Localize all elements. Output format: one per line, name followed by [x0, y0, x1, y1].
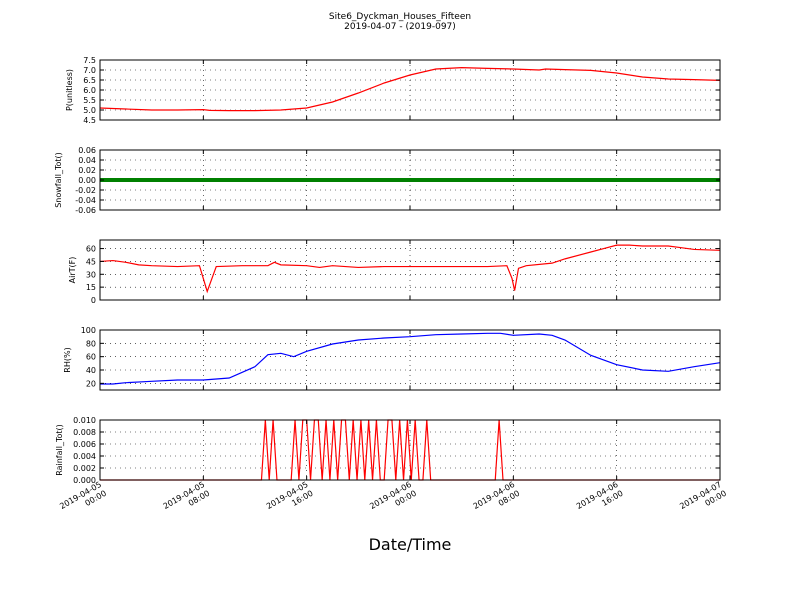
- y-tick-label: 80: [86, 339, 96, 348]
- figure-subtitle: 2019-04-07 - (2019-097): [344, 22, 456, 32]
- y-tick-label: 0.06: [78, 146, 96, 155]
- y-tick-label: 0.010: [73, 416, 96, 425]
- x-tick-label: 2019-04-0608:00: [472, 480, 522, 520]
- y-tick-label: 60: [86, 245, 96, 254]
- y-tick-label: 0.006: [73, 440, 96, 449]
- series-line: [99, 244, 721, 294]
- y-tick-label: 7.0: [83, 66, 96, 75]
- x-tick-label: 2019-04-0508:00: [162, 480, 212, 520]
- y-tick-label: 0: [91, 296, 96, 305]
- y-tick-label: 40: [86, 366, 96, 375]
- y-tick-label: 4.5: [83, 116, 96, 125]
- series-line: [99, 66, 721, 112]
- y-axis-label: AirT(F): [68, 257, 77, 284]
- x-tick-label: 2019-04-0600:00: [368, 480, 418, 520]
- y-tick-label: 0.00: [78, 176, 96, 185]
- y-tick-label: 20: [86, 379, 96, 388]
- y-tick-label: 6.0: [83, 86, 96, 95]
- y-axis-label: Snowfall_Tot(): [54, 152, 63, 208]
- y-tick-label: 0.04: [78, 156, 96, 165]
- y-tick-label: 0.000: [73, 476, 96, 485]
- y-axis-label: P(unitless): [65, 69, 74, 111]
- x-tick-label: 2019-04-0616:00: [575, 480, 625, 520]
- y-tick-label: 60: [86, 353, 96, 362]
- y-tick-label: 15: [86, 283, 96, 292]
- y-tick-label: -0.04: [75, 196, 96, 205]
- y-tick-label: 0.004: [73, 452, 96, 461]
- x-tick-label: 2019-04-0700:00: [678, 480, 728, 520]
- y-tick-label: 6.5: [83, 76, 96, 85]
- y-tick-label: 5.0: [83, 106, 96, 115]
- x-axis-ticks: 2019-04-0500:00 2019-04-0508:00 2019-04-05…: [58, 480, 728, 520]
- y-tick-label: -0.02: [75, 186, 96, 195]
- series-line: [100, 332, 721, 385]
- x-axis-label: Date/Time: [369, 535, 452, 554]
- y-tick-label: 5.5: [83, 96, 96, 105]
- panel-snowfall: Snowfall_Tot() 0.060.040.020.00-0.02-0.0…: [54, 146, 721, 215]
- y-tick-label: 0.008: [73, 428, 96, 437]
- y-tick-label: 7.5: [83, 56, 96, 65]
- x-tick-label: 2019-04-0516:00: [265, 480, 315, 520]
- y-axis-label: Rainfall_Tot(): [55, 424, 64, 476]
- panel-relative-humidity: RH(%) 100 80 60 40 20: [63, 326, 721, 391]
- panel-pressure: P(unitless) 7.57.06.56.05.55.04.5: [65, 56, 721, 125]
- y-axis-label: RH(%): [63, 347, 72, 372]
- y-tick-label: 0.002: [73, 464, 96, 473]
- y-tick-label: 100: [81, 326, 96, 335]
- x-tick-label: 2019-04-0500:00: [58, 480, 108, 520]
- panel-air-temperature: AirT(F) 60 45 30 15 0: [68, 239, 721, 305]
- figure-title: Site6_Dyckman_Houses_Fifteen: [329, 12, 471, 22]
- y-tick-label: 0.02: [78, 166, 96, 175]
- y-tick-label: 30: [86, 270, 96, 279]
- series-line: [100, 419, 720, 481]
- y-tick-label: 45: [86, 257, 96, 266]
- y-tick-label: -0.06: [75, 206, 96, 215]
- panel-rainfall: Rainfall_Tot() 0.010 0.008 0.006 0.004 0.002…: [55, 416, 721, 485]
